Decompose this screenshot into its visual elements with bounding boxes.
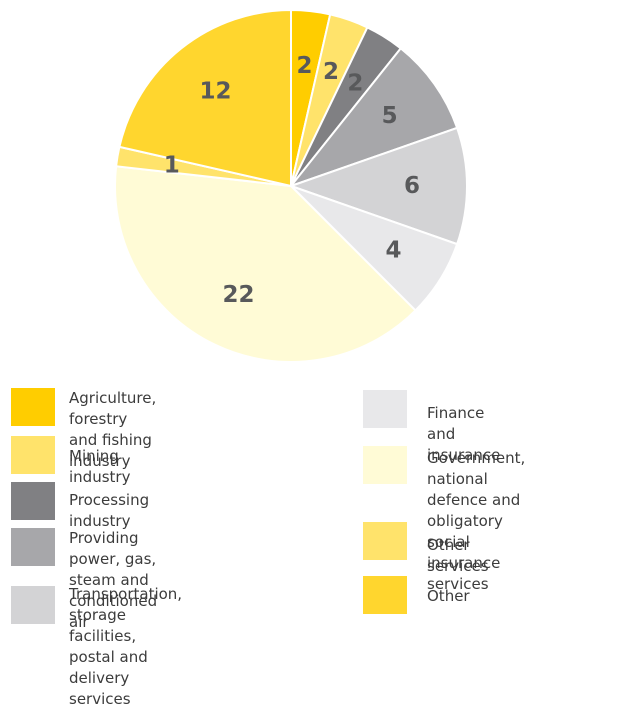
legend-label-power: Providing power, gas, steam and conditio… — [69, 529, 158, 631]
legend-label-finance: Finance and insurance — [427, 404, 501, 464]
legend-swatch-mining — [11, 436, 55, 474]
legend-swatch-other — [363, 576, 407, 614]
legend-swatch-transportation — [11, 586, 55, 624]
legend-label-other-services: Other services — [427, 536, 489, 575]
legend-label-processing: Processing industry — [69, 491, 150, 530]
legend-label-mining: Mining industry — [69, 447, 131, 486]
legend-swatch-processing — [11, 482, 55, 520]
legend-swatch-government — [363, 446, 407, 484]
pie-slice-other — [118, 8, 292, 188]
chart-legend: Agriculture, forestry and fishing indust… — [11, 388, 526, 708]
slice-value-label-government: 22 — [222, 282, 254, 308]
slice-value-label-power: 5 — [382, 103, 398, 129]
legend-swatch-agriculture — [11, 388, 55, 426]
slice-value-label-other-services: 1 — [164, 153, 180, 179]
slice-value-label-processing: 2 — [347, 71, 363, 97]
pie-slice-government — [114, 165, 417, 363]
pie-slice-transportation — [287, 126, 468, 246]
legend-swatch-power — [11, 528, 55, 566]
legend-label-government: Government, national defence and obligat… — [427, 449, 526, 593]
legend-label-transportation: Transportation, storage facilities, post… — [69, 585, 183, 708]
legend-swatch-finance — [363, 390, 407, 428]
slice-value-label-mining: 2 — [323, 59, 339, 85]
slice-value-label-other: 12 — [200, 78, 232, 104]
slice-value-label-agriculture: 2 — [297, 53, 313, 79]
legend-swatch-other-services — [363, 522, 407, 560]
slice-value-label-finance: 4 — [385, 237, 401, 263]
legend-label-other: Other — [427, 587, 470, 605]
pie-slice-power — [288, 46, 459, 189]
slice-value-label-transportation: 6 — [404, 173, 420, 199]
legend-label-agriculture: Agriculture, forestry and fishing indust… — [69, 389, 157, 470]
